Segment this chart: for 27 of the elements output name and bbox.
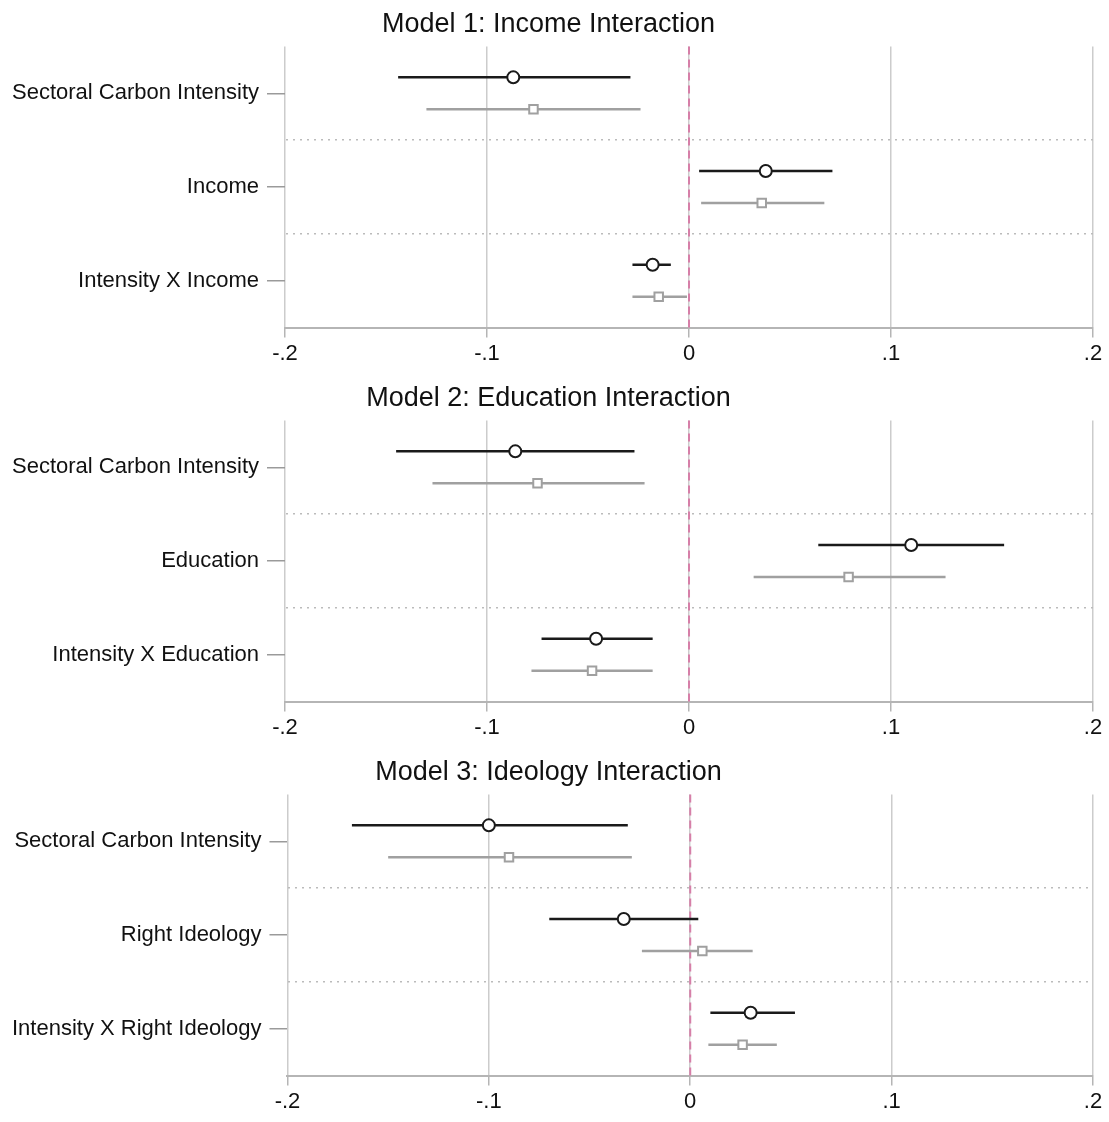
y-tick-label: Income — [186, 173, 260, 199]
y-tick-label: Education — [161, 547, 260, 573]
y-tick-label: Intensity X Right Ideology — [11, 1014, 262, 1040]
x-tick-label: -.1 — [476, 1087, 502, 1113]
y-tick-label: Intensity X Education — [52, 640, 260, 666]
chart-title: Model 2: Education Interaction — [366, 381, 731, 412]
x-tick-label: -.2 — [272, 713, 298, 739]
y-tick-label: Sectoral Carbon Intensity — [11, 79, 260, 105]
x-tick-label: .1 — [881, 339, 901, 365]
x-tick-label: .1 — [881, 713, 901, 739]
chart-title: Model 3: Ideology Interaction — [375, 755, 722, 786]
chart-title: Model 1: Income Interaction — [381, 7, 716, 38]
y-tick-label: Sectoral Carbon Intensity — [11, 453, 260, 479]
x-tick-label: .1 — [882, 1087, 901, 1113]
x-tick-label: -.1 — [474, 339, 500, 365]
x-tick-label: .2 — [1083, 339, 1103, 365]
x-tick-label: -.2 — [274, 1087, 301, 1113]
x-tick-label: .2 — [1083, 713, 1103, 739]
y-tick-label: Sectoral Carbon Intensity — [14, 827, 262, 853]
x-tick-label: .2 — [1083, 1087, 1103, 1113]
y-tick-label: Right Ideology — [120, 921, 262, 947]
x-tick-label: 0 — [684, 1087, 697, 1113]
x-tick-label: -.2 — [272, 339, 298, 365]
y-tick-label: Intensity X Income — [78, 266, 260, 292]
x-tick-label: 0 — [682, 713, 696, 739]
x-tick-label: 0 — [682, 339, 696, 365]
x-tick-label: -.1 — [474, 713, 500, 739]
